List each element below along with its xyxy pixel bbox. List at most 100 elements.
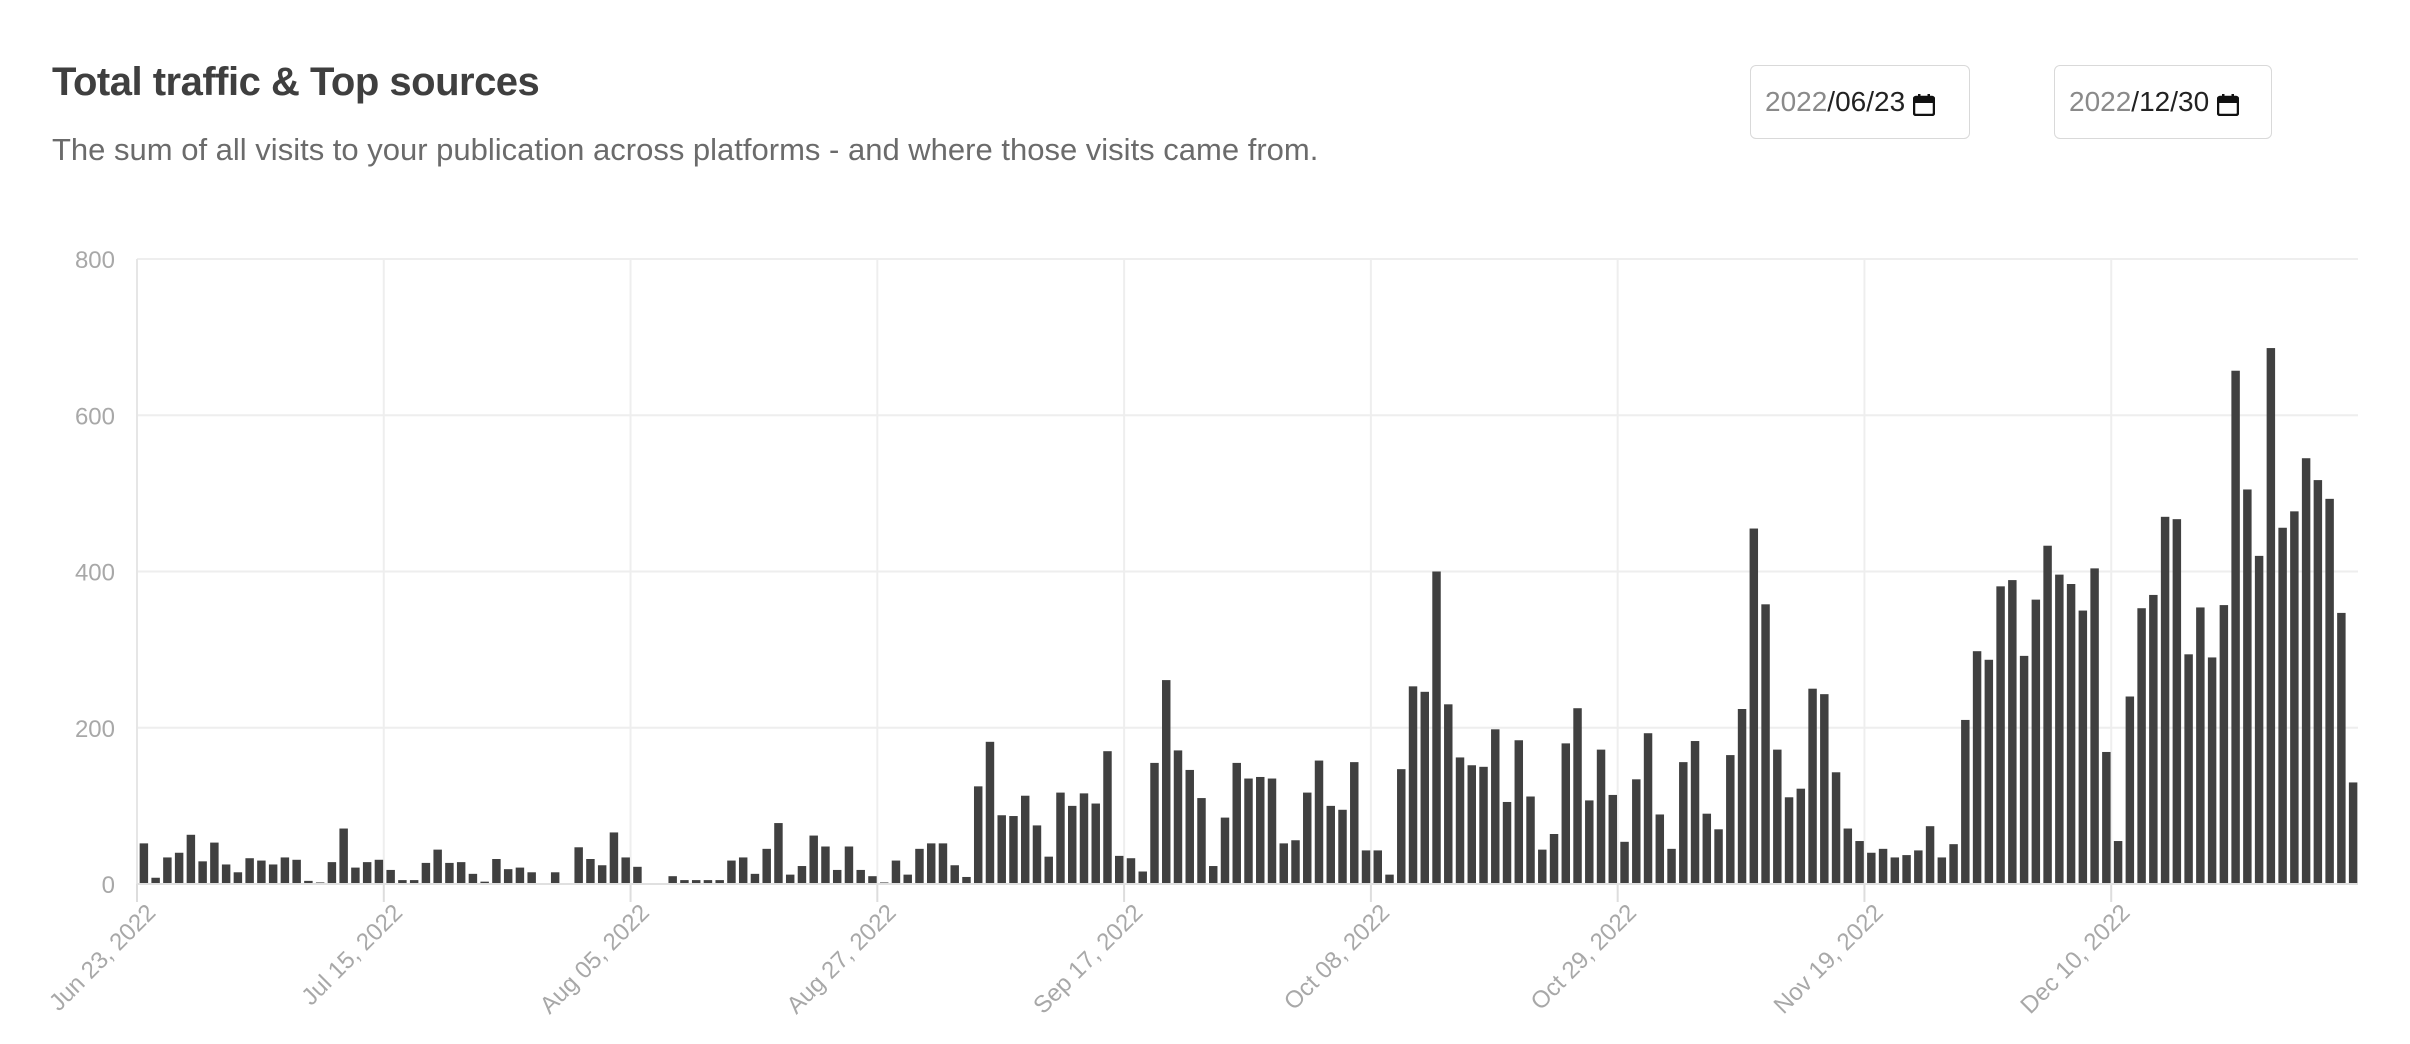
- bar: [597, 865, 607, 884]
- bar: [586, 859, 595, 884]
- bar: [1984, 659, 1994, 884]
- bar: [938, 843, 948, 884]
- bar: [2184, 654, 2193, 884]
- bar: [351, 867, 360, 884]
- y-tick-label: 400: [75, 560, 115, 587]
- bar: [2008, 580, 2017, 884]
- bar: [1185, 769, 1194, 884]
- bar: [421, 862, 431, 884]
- bar: [468, 873, 478, 884]
- bar: [2066, 584, 2076, 884]
- bar: [327, 862, 337, 884]
- bar: [1878, 848, 1888, 884]
- bar: [1714, 829, 1723, 884]
- bar: [1491, 729, 1500, 884]
- bar: [797, 866, 807, 884]
- y-tick-label: 800: [75, 247, 115, 274]
- bar: [1126, 858, 1136, 884]
- x-tick-label: Oct 29, 2022: [1526, 899, 1642, 1015]
- bar: [2207, 657, 2217, 884]
- bar: [680, 880, 689, 884]
- start-date-year: 2022: [1765, 86, 1828, 117]
- bar: [386, 869, 395, 884]
- bar: [2243, 489, 2252, 884]
- bar: [1020, 795, 1030, 884]
- bar: [1831, 772, 1841, 884]
- x-tick-label: Aug 27, 2022: [782, 899, 902, 1019]
- end-date-rest: /12/30: [2131, 86, 2210, 117]
- bar: [1632, 779, 1641, 884]
- x-tick-label: Nov 19, 2022: [1769, 899, 1889, 1019]
- bar: [1902, 855, 1911, 884]
- end-date-year: 2022: [2069, 86, 2132, 117]
- bar: [1044, 856, 1053, 884]
- bar: [1361, 850, 1371, 884]
- bar: [339, 828, 348, 884]
- bar: [985, 741, 995, 884]
- bar: [151, 877, 160, 884]
- bar: [2290, 511, 2299, 884]
- bar: [691, 880, 701, 884]
- end-date-input[interactable]: 2022/12/30: [2054, 65, 2272, 139]
- calendar-icon[interactable]: [2216, 91, 2240, 117]
- bar: [1890, 857, 1900, 884]
- bar: [1549, 834, 1559, 884]
- calendar-icon[interactable]: [1912, 91, 1936, 117]
- bar: [139, 843, 149, 884]
- bar: [1749, 528, 1759, 884]
- bar: [1444, 704, 1453, 884]
- start-date-rest: /06/23: [1827, 86, 1906, 117]
- bar: [727, 860, 736, 884]
- bar: [1925, 826, 1935, 884]
- x-tick-label: Jun 23, 2022: [44, 899, 161, 1016]
- bar: [1608, 794, 1618, 884]
- bar: [1820, 694, 1829, 884]
- bar: [268, 864, 278, 884]
- bar: [926, 843, 936, 884]
- bar: [503, 869, 513, 884]
- bar: [409, 880, 419, 884]
- bar: [2254, 555, 2264, 884]
- bar: [609, 832, 619, 884]
- bar: [362, 862, 372, 884]
- bar: [1561, 743, 1571, 884]
- bar: [1514, 740, 1524, 884]
- y-tick-label: 200: [75, 716, 115, 743]
- bar: [2055, 574, 2064, 884]
- bar: [1256, 776, 1265, 884]
- bar: [1232, 762, 1241, 884]
- bar: [1115, 855, 1124, 884]
- bar: [1079, 793, 1089, 884]
- bar: [1350, 762, 1359, 884]
- bar: [257, 860, 266, 884]
- bar: [1737, 709, 1747, 884]
- bar: [973, 786, 983, 884]
- x-tick-label: Oct 08, 2022: [1279, 899, 1395, 1015]
- bar: [1303, 792, 1312, 884]
- bar: [1538, 849, 1547, 884]
- bar: [950, 865, 959, 884]
- page-subtitle: The sum of all visits to your publicatio…: [52, 132, 1319, 167]
- bar: [304, 880, 313, 884]
- bar: [2266, 348, 2276, 884]
- bar: [574, 847, 583, 884]
- bar: [1279, 843, 1288, 884]
- y-tick-label: 600: [75, 403, 115, 430]
- bar: [245, 858, 254, 884]
- bar: [527, 872, 536, 884]
- bar: [2113, 841, 2123, 884]
- bar: [2031, 599, 2041, 884]
- bar: [821, 846, 830, 884]
- bar: [1197, 798, 1206, 884]
- bar: [1502, 801, 1512, 884]
- bar: [1150, 762, 1159, 884]
- bar: [445, 862, 454, 884]
- start-date-input[interactable]: 2022/06/23: [1750, 65, 1970, 139]
- bar: [668, 876, 677, 884]
- bar: [750, 873, 760, 884]
- bar: [1267, 778, 1277, 884]
- bar: [550, 872, 560, 884]
- bar: [1808, 688, 1817, 884]
- bar: [1761, 604, 1770, 884]
- bar: [1056, 792, 1065, 884]
